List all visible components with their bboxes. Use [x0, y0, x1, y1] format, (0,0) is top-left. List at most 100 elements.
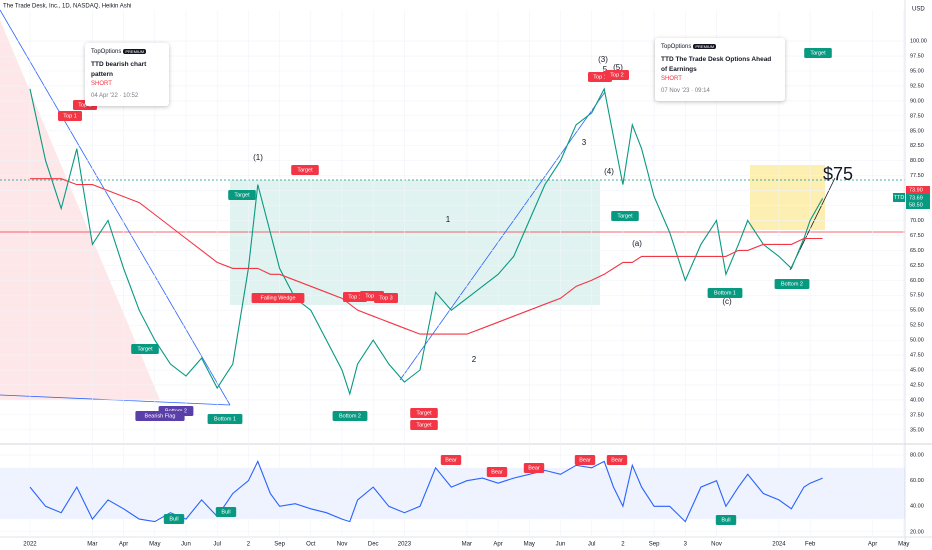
y-tick-label: 52.50 [910, 323, 924, 329]
currency: USD [912, 7, 925, 13]
idea-direction: SHORT [661, 75, 682, 82]
tag-label: Bear [611, 457, 623, 463]
y-tick-label: 80.00 [910, 158, 924, 164]
idea-date: 04 Apr '22 · 10:52 [91, 92, 139, 99]
annotation: 5 [603, 65, 608, 74]
trend-line [399, 91, 606, 381]
tag-label: Bear [528, 465, 540, 471]
price-label: 73.90 [909, 187, 923, 193]
x-tick-label: Mar [87, 542, 97, 548]
y-tick-label: 92.50 [910, 83, 924, 89]
y-tick-label: 57.50 [910, 293, 924, 299]
rsi-band [0, 467, 905, 520]
x-tick-label: 2 [247, 542, 251, 548]
tag-label: Bottom 1 [214, 416, 236, 422]
tag-box [374, 293, 398, 303]
price-box [906, 194, 930, 202]
annotation: 2 [472, 355, 477, 364]
idea-title: TTD The Trade Desk Options Ahead of Earn… [661, 56, 772, 73]
tag-label: Bear [579, 457, 591, 463]
tag-box [251, 293, 305, 303]
x-tick-label: Apr [119, 542, 128, 548]
tag-label: Top 1 [593, 74, 606, 80]
tag-label: Top 1 [348, 294, 361, 300]
annotation: (c) [722, 297, 732, 306]
annotation: (4) [604, 167, 614, 176]
tag-label: Bear [445, 457, 457, 463]
tag-label: Top 2 [610, 72, 623, 78]
x-tick-label: 2 [621, 542, 625, 548]
badge: PREMIUM [693, 44, 717, 49]
y-tick-label: 82.50 [910, 143, 924, 149]
x-tick-label: 2022 [23, 542, 37, 548]
annotation: 3 [582, 138, 587, 147]
y-tick-label: 20.00 [910, 529, 924, 535]
y-tick-label: 40.00 [910, 504, 924, 510]
series-line [29, 87, 824, 396]
tag-box [332, 411, 368, 421]
author: TopOptions [91, 49, 122, 55]
tag-label: Top 2 [78, 102, 91, 108]
x-tick-label: May [898, 542, 909, 548]
annotation: $75 [823, 164, 853, 184]
target-zone [230, 180, 600, 305]
y-tick-label: 42.50 [910, 382, 924, 388]
y-tick-label: 60.00 [910, 278, 924, 284]
tag-label: Falling Wedge [260, 295, 295, 301]
y-tick-label: 77.50 [910, 173, 924, 179]
tag-box [605, 70, 629, 80]
tag-label: Target [234, 192, 250, 198]
x-tick-label: Jul [588, 542, 596, 548]
trend-line [0, 9, 231, 406]
symbol-box [893, 193, 905, 202]
idea-direction: SHORT [91, 80, 112, 87]
x-tick-label: Dec [368, 542, 379, 548]
y-tick-label: 35.00 [910, 427, 924, 433]
tag-box [163, 514, 185, 524]
tag-box [131, 344, 159, 354]
idea-card[interactable]: TopOptions PREMIUM TTD bearish chart patt… [85, 43, 169, 106]
x-tick-label: May [149, 542, 160, 548]
badge: PREMIUM [123, 49, 147, 54]
x-tick-label: Jun [181, 542, 191, 548]
tag-label: Bull [721, 517, 730, 523]
tag-box [707, 288, 743, 298]
annotation: (1) [253, 153, 263, 162]
x-tick-label: Apr [493, 542, 502, 548]
idea-card[interactable]: TopOptions PREMIUM TTD The Trade Desk Opt… [655, 38, 785, 101]
y-tick-label: 47.50 [910, 353, 924, 359]
x-tick-label: Nov [337, 542, 348, 548]
idea-date: 07 Nov '23 · 09:14 [661, 87, 710, 94]
tag-box [486, 467, 508, 477]
y-tick-label: 67.50 [910, 233, 924, 239]
x-tick-label: May [524, 542, 535, 548]
tag-box [58, 111, 82, 121]
x-tick-label: Sep [649, 542, 660, 548]
y-tick-label: 97.50 [910, 54, 924, 60]
tag-label: Bearish Flag [145, 413, 176, 419]
tag-label: Top 3 [379, 295, 392, 301]
tag-label: Bull [169, 516, 178, 522]
tag-label: Target [137, 346, 153, 352]
tag-label: Bottom 2 [781, 281, 803, 287]
y-tick-label: 70.00 [910, 218, 924, 224]
y-tick-label: 95.00 [910, 68, 924, 74]
tag-label: Target [416, 422, 432, 428]
y-tick-label: 37.50 [910, 412, 924, 418]
x-tick-label: Jul [213, 542, 221, 548]
x-tick-label: 3 [684, 542, 688, 548]
price-box [906, 186, 930, 194]
y-tick-label: 90.00 [910, 98, 924, 104]
x-tick-label: 2023 [398, 542, 412, 548]
tag-box [523, 463, 545, 473]
tag-box [291, 165, 319, 175]
annotation: 1 [446, 215, 451, 224]
pattern-zone [0, 20, 160, 400]
price-label: 73.69 [909, 195, 923, 201]
x-tick-label: Feb [805, 542, 816, 548]
author: TopOptions [661, 44, 692, 50]
tag-box [715, 515, 737, 525]
price-label: 58.50 [909, 202, 923, 208]
x-tick-label: Jun [556, 542, 566, 548]
